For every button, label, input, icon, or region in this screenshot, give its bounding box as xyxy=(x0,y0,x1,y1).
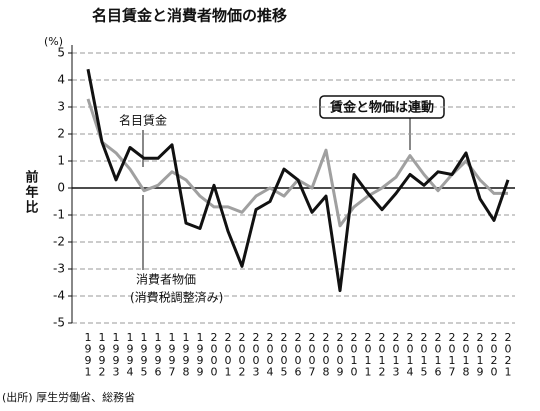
x-tick-label: 2015 xyxy=(418,331,431,377)
y-tick-label: -5 xyxy=(53,316,65,330)
x-tick-label: 1999 xyxy=(194,331,207,377)
series-label: 消費者物価 xyxy=(136,272,196,287)
x-tick-label: 1991 xyxy=(82,331,95,377)
annotation: (消費税調整済み) xyxy=(130,290,223,305)
x-tick-label: 2005 xyxy=(278,331,291,377)
y-tick-label: -2 xyxy=(53,235,65,249)
y-tick-label: 4 xyxy=(57,73,65,87)
x-tick-label: 1995 xyxy=(138,331,151,377)
x-tick-label: 2003 xyxy=(250,331,263,377)
x-tick-label: 2018 xyxy=(460,331,473,377)
annotation: 賃金と物価は連動 xyxy=(329,100,434,116)
x-tick-label: 2002 xyxy=(236,331,249,377)
y-tick-label: -1 xyxy=(53,208,65,222)
x-tick-label: 2007 xyxy=(306,331,319,377)
x-tick-label: 2011 xyxy=(362,331,375,377)
x-tick-label: 2006 xyxy=(292,331,305,377)
x-tick-label: 1993 xyxy=(110,331,123,377)
y-tick-label: 0 xyxy=(57,181,65,195)
x-tick-label: 2017 xyxy=(446,331,459,377)
y-tick-label: 3 xyxy=(57,100,65,114)
x-tick-label: 2021 xyxy=(502,331,515,377)
series-line xyxy=(86,68,510,293)
x-tick-label: 2020 xyxy=(488,331,501,377)
x-tick-label: 1998 xyxy=(180,331,193,377)
y-tick-label: 2 xyxy=(57,127,65,141)
x-tick-label: 1992 xyxy=(96,331,109,377)
y-tick-label: 1 xyxy=(57,154,65,168)
chart-title: 名目賃金と消費者物価の推移 xyxy=(92,7,287,25)
y-tick-label: -4 xyxy=(53,289,65,303)
x-tick-label: 2001 xyxy=(222,331,235,377)
x-tick-label: 2008 xyxy=(320,331,333,377)
x-tick-label: 1996 xyxy=(152,331,165,377)
x-tick-label: 2019 xyxy=(474,331,487,377)
y-tick-label: -3 xyxy=(53,262,65,276)
y-unit: (%) xyxy=(44,35,63,48)
y-tick-label: 5 xyxy=(57,46,65,60)
source: (出所) 厚生労働省、総務省 xyxy=(2,390,135,404)
y-axis-label: 前年比 xyxy=(23,169,39,215)
x-tick-label: 2012 xyxy=(376,331,389,377)
x-tick-label: 2014 xyxy=(404,331,417,377)
x-tick-label: 2004 xyxy=(264,331,277,377)
series-label: 名目賃金 xyxy=(119,113,167,128)
x-tick-label: 2000 xyxy=(208,331,221,377)
x-tick-label: 2016 xyxy=(432,331,445,377)
x-tick-label: 1994 xyxy=(124,331,137,377)
x-tick-label: 1997 xyxy=(166,331,179,377)
x-tick-label: 2010 xyxy=(348,331,361,377)
x-tick-label: 2009 xyxy=(334,331,347,377)
x-tick-label: 2013 xyxy=(390,331,403,377)
